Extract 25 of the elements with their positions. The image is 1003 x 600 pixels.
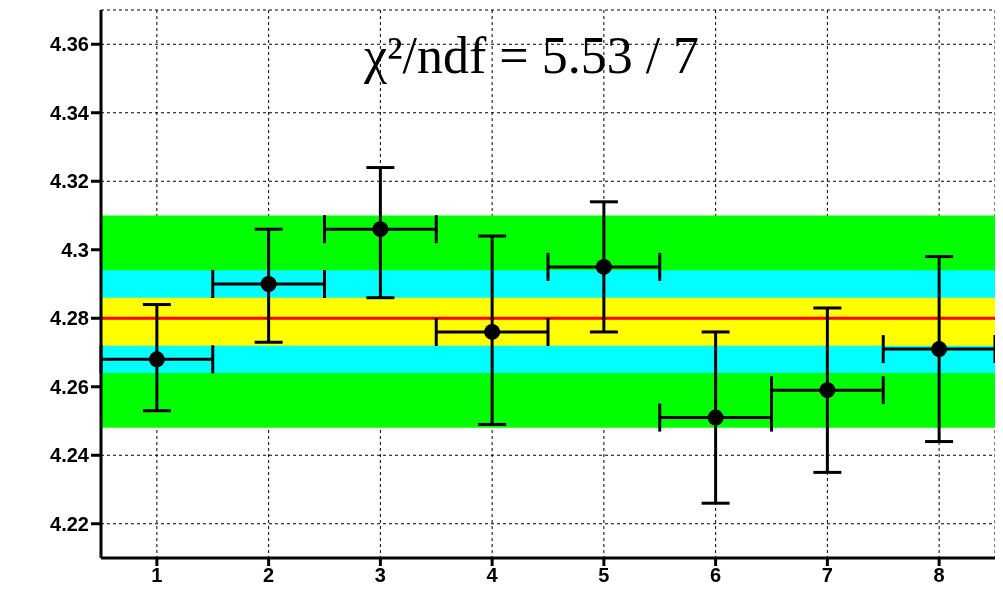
y-tick-label: 4.36 <box>50 33 89 56</box>
y-tick-label: 4.22 <box>50 512 89 535</box>
y-tick-label: 4.28 <box>50 307 89 330</box>
point <box>372 221 389 238</box>
point <box>260 276 277 292</box>
x-tick-label: 8 <box>933 564 945 587</box>
point <box>484 323 501 340</box>
annotation: χ²/ndf = 5.53 / 7 <box>363 27 700 84</box>
x-tick-label: 6 <box>710 564 722 587</box>
x-tick-label: 1 <box>151 564 163 587</box>
y-tick-label: 4.24 <box>50 444 90 467</box>
point <box>819 382 836 399</box>
x-tick-label: 5 <box>598 564 610 587</box>
x-tick-label: 7 <box>821 564 833 587</box>
x-tick-label: 3 <box>374 564 386 587</box>
point <box>707 409 724 426</box>
x-tick-label: 2 <box>263 564 275 587</box>
y-tick-label: 4.3 <box>61 238 89 261</box>
y-tick-label: 4.26 <box>50 375 89 398</box>
y-tick-label: 4.34 <box>50 101 90 124</box>
y-tick-label: 4.32 <box>50 170 89 193</box>
point <box>148 351 165 368</box>
x-tick-label: 4 <box>486 564 499 587</box>
point <box>931 341 948 358</box>
point <box>595 258 612 275</box>
